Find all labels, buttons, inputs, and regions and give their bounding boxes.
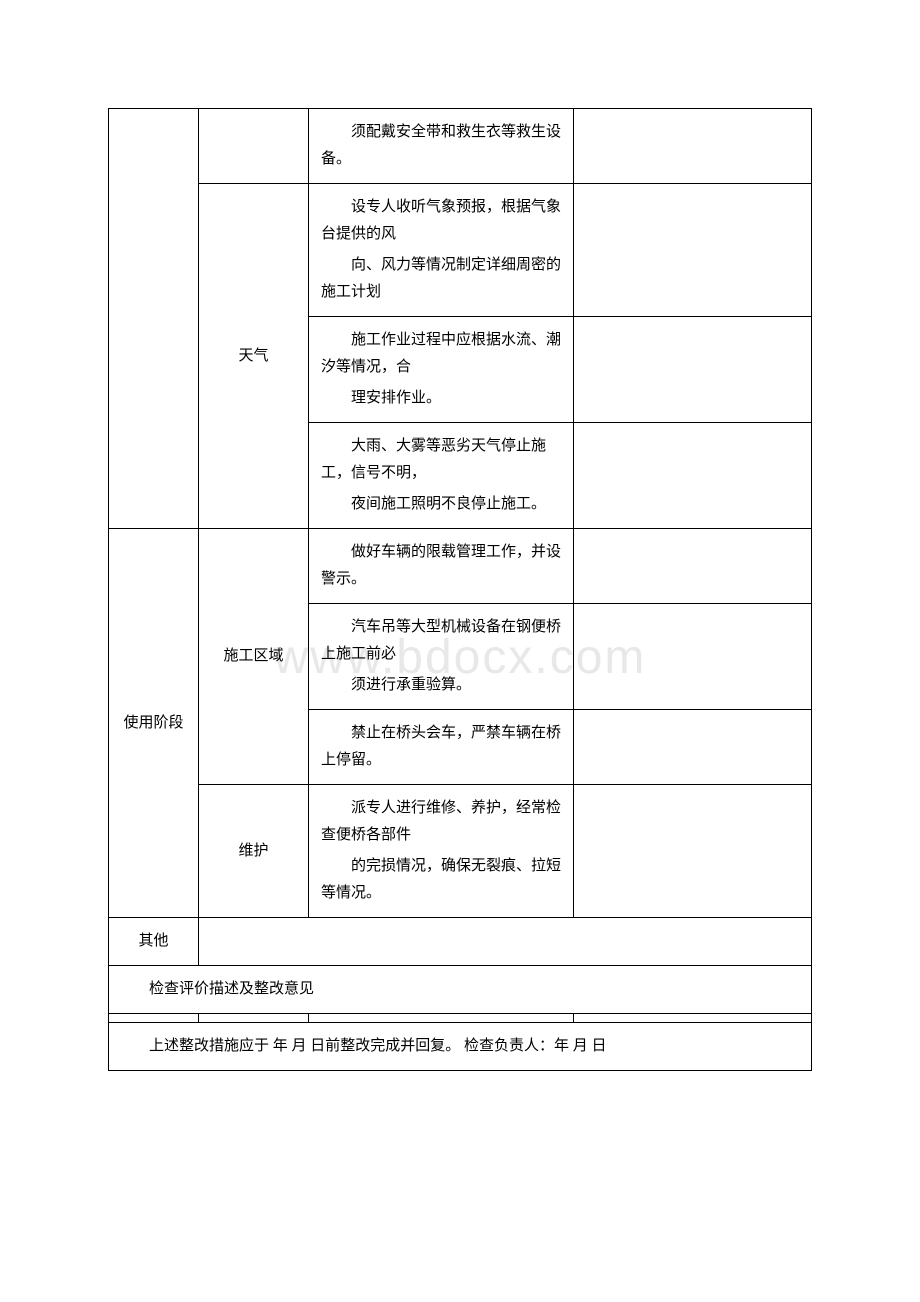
table-row: 上述整改措施应于 年 月 日前整改完成并回复。 检查负责人：年 月 日 (109, 1023, 812, 1071)
cell-content: 禁止在桥头会车，严禁车辆在桥上停留。 (309, 710, 574, 785)
cell-remark (574, 710, 812, 785)
cell-empty (574, 1014, 812, 1023)
content-text: 汽车吊等大型机械设备在钢便桥上施工前必 (321, 614, 561, 668)
cell-remark (574, 604, 812, 710)
cell-remark (574, 317, 812, 423)
cell-evaluation-label: 检查评价描述及整改意见 (109, 966, 812, 1014)
cell-content: 大雨、大雾等恶劣天气停止施工，信号不明， 夜间施工照明不良停止施工。 (309, 423, 574, 529)
cell-remark (574, 529, 812, 604)
content-text: 理安排作业。 (321, 385, 561, 412)
content-text: 设专人收听气象预报，根据气象台提供的风 (321, 194, 561, 248)
table-row: 使用阶段 施工区域 做好车辆的限载管理工作，并设警示。 (109, 529, 812, 604)
content-text: 的完损情况，确保无裂痕、拉短等情况。 (321, 853, 561, 907)
cell-remark (574, 785, 812, 918)
cell-other-content (199, 918, 812, 966)
cell-content: 汽车吊等大型机械设备在钢便桥上施工前必 须进行承重验算。 (309, 604, 574, 710)
main-table: 须配戴安全带和救生衣等救生设备。 天气 设专人收听气象预报，根据气象台提供的风 … (108, 108, 812, 1071)
cell-remark (574, 109, 812, 184)
cell-content: 派专人进行维修、养护，经常检查便桥各部件 的完损情况，确保无裂痕、拉短等情况。 (309, 785, 574, 918)
cell-category-empty (199, 109, 309, 184)
content-text: 须进行承重验算。 (321, 672, 561, 699)
content-text: 派专人进行维修、养护，经常检查便桥各部件 (321, 795, 561, 849)
content-text: 施工作业过程中应根据水流、潮汐等情况，合 (321, 327, 561, 381)
content-text: 向、风力等情况制定详细周密的施工计划 (321, 252, 561, 306)
cell-content: 做好车辆的限载管理工作，并设警示。 (309, 529, 574, 604)
cell-empty (109, 1014, 199, 1023)
cell-empty (309, 1014, 574, 1023)
cell-construction-area: 施工区域 (199, 529, 309, 785)
cell-usage-phase: 使用阶段 (109, 529, 199, 918)
cell-weather: 天气 (199, 184, 309, 529)
cell-other: 其他 (109, 918, 199, 966)
cell-content: 设专人收听气象预报，根据气象台提供的风 向、风力等情况制定详细周密的施工计划 (309, 184, 574, 317)
cell-maintenance: 维护 (199, 785, 309, 918)
table-row: 天气 设专人收听气象预报，根据气象台提供的风 向、风力等情况制定详细周密的施工计… (109, 184, 812, 317)
cell-empty (199, 1014, 309, 1023)
table-row (109, 1014, 812, 1023)
cell-phase-empty (109, 109, 199, 529)
content-text: 禁止在桥头会车，严禁车辆在桥上停留。 (321, 720, 561, 774)
page-content: 须配戴安全带和救生衣等救生设备。 天气 设专人收听气象预报，根据气象台提供的风 … (0, 0, 920, 1071)
table-row: 须配戴安全带和救生衣等救生设备。 (109, 109, 812, 184)
cell-remark (574, 423, 812, 529)
cell-remark (574, 184, 812, 317)
content-text: 须配戴安全带和救生衣等救生设备。 (321, 119, 561, 173)
cell-content: 须配戴安全带和救生衣等救生设备。 (309, 109, 574, 184)
cell-content: 施工作业过程中应根据水流、潮汐等情况，合 理安排作业。 (309, 317, 574, 423)
content-text: 夜间施工照明不良停止施工。 (321, 491, 561, 518)
cell-footer: 上述整改措施应于 年 月 日前整改完成并回复。 检查负责人：年 月 日 (109, 1023, 812, 1071)
table-row: 维护 派专人进行维修、养护，经常检查便桥各部件 的完损情况，确保无裂痕、拉短等情… (109, 785, 812, 918)
content-text: 大雨、大雾等恶劣天气停止施工，信号不明， (321, 433, 561, 487)
table-row: 检查评价描述及整改意见 (109, 966, 812, 1014)
table-row: 其他 (109, 918, 812, 966)
content-text: 做好车辆的限载管理工作，并设警示。 (321, 539, 561, 593)
